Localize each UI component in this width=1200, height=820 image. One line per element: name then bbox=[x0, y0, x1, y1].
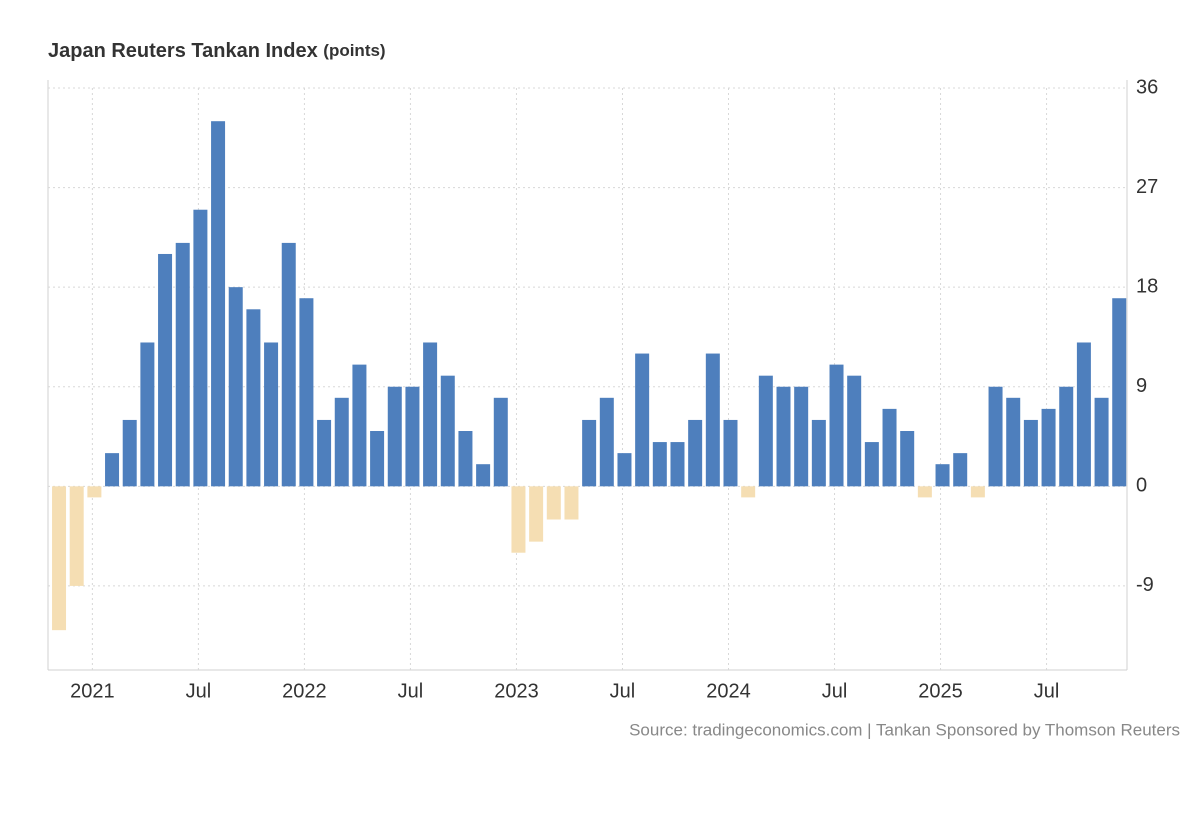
bar bbox=[264, 342, 279, 487]
bar bbox=[1023, 419, 1038, 487]
bar bbox=[352, 364, 367, 487]
x-tick-label: Jul bbox=[1034, 680, 1060, 702]
bar bbox=[493, 397, 508, 487]
bar bbox=[564, 486, 579, 520]
bar bbox=[847, 375, 862, 487]
bar bbox=[405, 386, 420, 487]
bar bbox=[953, 453, 968, 487]
x-tick-label: 2025 bbox=[918, 680, 963, 702]
bar bbox=[476, 464, 491, 487]
bar bbox=[370, 431, 385, 487]
bar bbox=[1094, 397, 1109, 487]
bar bbox=[864, 442, 879, 487]
x-tick-label: Jul bbox=[610, 680, 636, 702]
x-tick-label: 2022 bbox=[282, 680, 327, 702]
y-tick-label: 18 bbox=[1136, 275, 1158, 297]
bar bbox=[529, 486, 544, 542]
bar bbox=[122, 419, 137, 487]
x-tick-label: 2021 bbox=[70, 680, 115, 702]
x-tick-label: Jul bbox=[822, 680, 848, 702]
bar bbox=[228, 287, 243, 487]
bar bbox=[211, 121, 226, 487]
bar bbox=[52, 486, 67, 631]
x-tick-label: Jul bbox=[398, 680, 424, 702]
unit-text: (points) bbox=[323, 41, 385, 60]
bar bbox=[617, 453, 632, 487]
y-tick-label: 36 bbox=[1136, 76, 1158, 98]
bar bbox=[458, 431, 473, 487]
bar bbox=[317, 419, 332, 487]
bar bbox=[988, 386, 1003, 487]
bar bbox=[281, 242, 296, 487]
bar bbox=[334, 397, 349, 487]
bar bbox=[776, 386, 791, 487]
bar bbox=[1059, 386, 1074, 487]
bar bbox=[758, 375, 773, 487]
bar bbox=[87, 486, 102, 498]
bar bbox=[299, 298, 314, 487]
bar bbox=[599, 397, 614, 487]
x-tick-label: 2023 bbox=[494, 680, 539, 702]
bar bbox=[917, 486, 932, 498]
bar bbox=[546, 486, 561, 520]
bar bbox=[1006, 397, 1021, 487]
bar bbox=[69, 486, 84, 586]
bar bbox=[511, 486, 526, 553]
bar bbox=[140, 342, 155, 487]
bar bbox=[670, 442, 685, 487]
bar bbox=[175, 242, 190, 487]
y-tick-label: 0 bbox=[1136, 475, 1147, 497]
source-note: Source: tradingeconomics.com | Tankan Sp… bbox=[629, 720, 1180, 739]
bar bbox=[1041, 408, 1056, 487]
bar bbox=[105, 453, 120, 487]
bar bbox=[193, 209, 208, 487]
x-tick-label: Jul bbox=[186, 680, 212, 702]
bar bbox=[794, 386, 809, 487]
bar bbox=[387, 386, 402, 487]
bar bbox=[652, 442, 667, 487]
y-tick-label: 9 bbox=[1136, 375, 1147, 397]
bar bbox=[882, 408, 897, 487]
bar bbox=[705, 353, 720, 487]
bar bbox=[811, 419, 826, 487]
chart-title: Japan Reuters Tankan Index (points) bbox=[48, 40, 386, 62]
title-text: Japan Reuters Tankan Index bbox=[48, 40, 318, 62]
bar bbox=[829, 364, 844, 487]
bar bbox=[440, 375, 455, 487]
y-tick-label: 27 bbox=[1136, 176, 1158, 198]
x-tick-label: 2024 bbox=[706, 680, 751, 702]
bar bbox=[1112, 298, 1127, 487]
y-tick-label: -9 bbox=[1136, 574, 1154, 596]
bar bbox=[423, 342, 438, 487]
bar bbox=[688, 419, 703, 487]
bar bbox=[935, 464, 950, 487]
bar bbox=[900, 431, 915, 487]
bar bbox=[723, 419, 738, 487]
bar bbox=[582, 419, 597, 487]
bar bbox=[158, 253, 173, 487]
bar bbox=[246, 309, 261, 487]
bar bbox=[970, 486, 985, 498]
bar bbox=[741, 486, 756, 498]
bar bbox=[635, 353, 650, 487]
bar bbox=[1076, 342, 1091, 487]
